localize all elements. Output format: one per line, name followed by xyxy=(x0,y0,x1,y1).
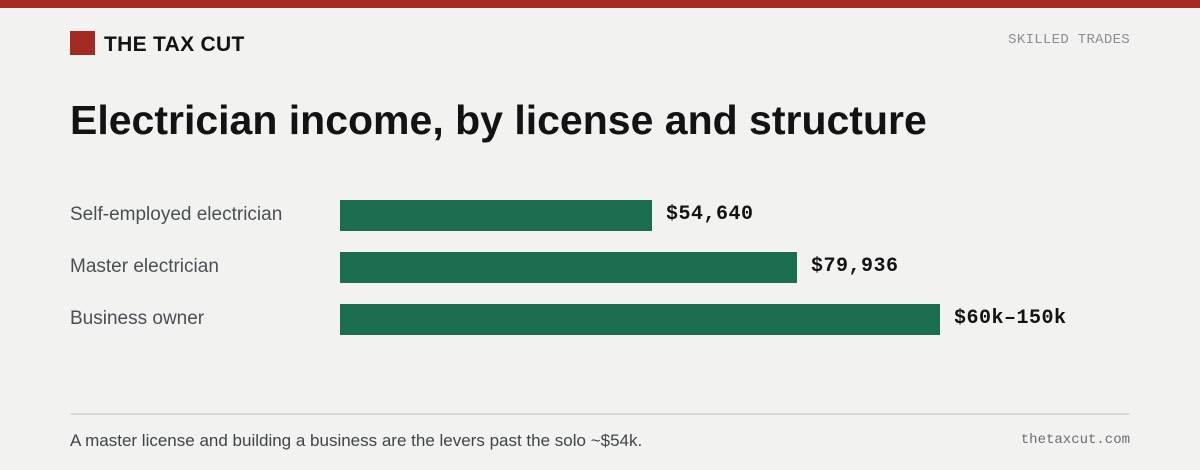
bar-value-label: $54,640 xyxy=(666,203,754,226)
chart-title: Electrician income, by license and struc… xyxy=(70,97,927,143)
bar-chart: Self-employed electrician $54,640 Master e… xyxy=(0,180,1200,360)
section-label: SKILLED TRADES xyxy=(1008,32,1130,48)
brand-logo-icon xyxy=(70,31,95,55)
category-label: Business owner xyxy=(70,308,205,329)
bar-value-label: $60k–150k xyxy=(954,307,1067,330)
footer-divider xyxy=(70,413,1130,415)
bar xyxy=(340,252,797,283)
bar xyxy=(340,304,940,335)
category-label: Master electrician xyxy=(70,256,219,277)
category-label: Self-employed electrician xyxy=(70,204,283,225)
site-url: thetaxcut.com xyxy=(1020,432,1130,448)
footnote: A master license and building a business… xyxy=(70,431,643,450)
bar-value-label: $79,936 xyxy=(811,255,899,278)
top-accent-bar xyxy=(0,0,1200,8)
bar xyxy=(340,200,652,231)
brand-name: THE TAX CUT xyxy=(104,33,245,56)
